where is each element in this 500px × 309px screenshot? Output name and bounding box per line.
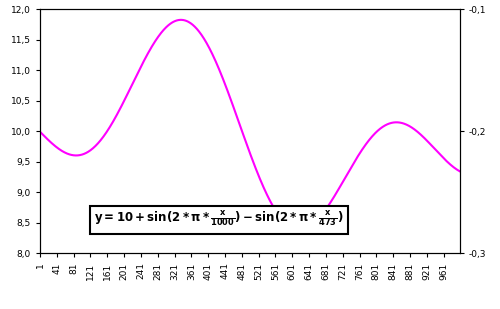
Text: $\mathbf{y = 10 + sin(2*\pi*\frac{x}{1000}) - sin(2*\pi*\frac{x}{473})}$: $\mathbf{y = 10 + sin(2*\pi*\frac{x}{100… <box>94 210 344 229</box>
Text: ln(y): ln(y) <box>0 308 1 309</box>
